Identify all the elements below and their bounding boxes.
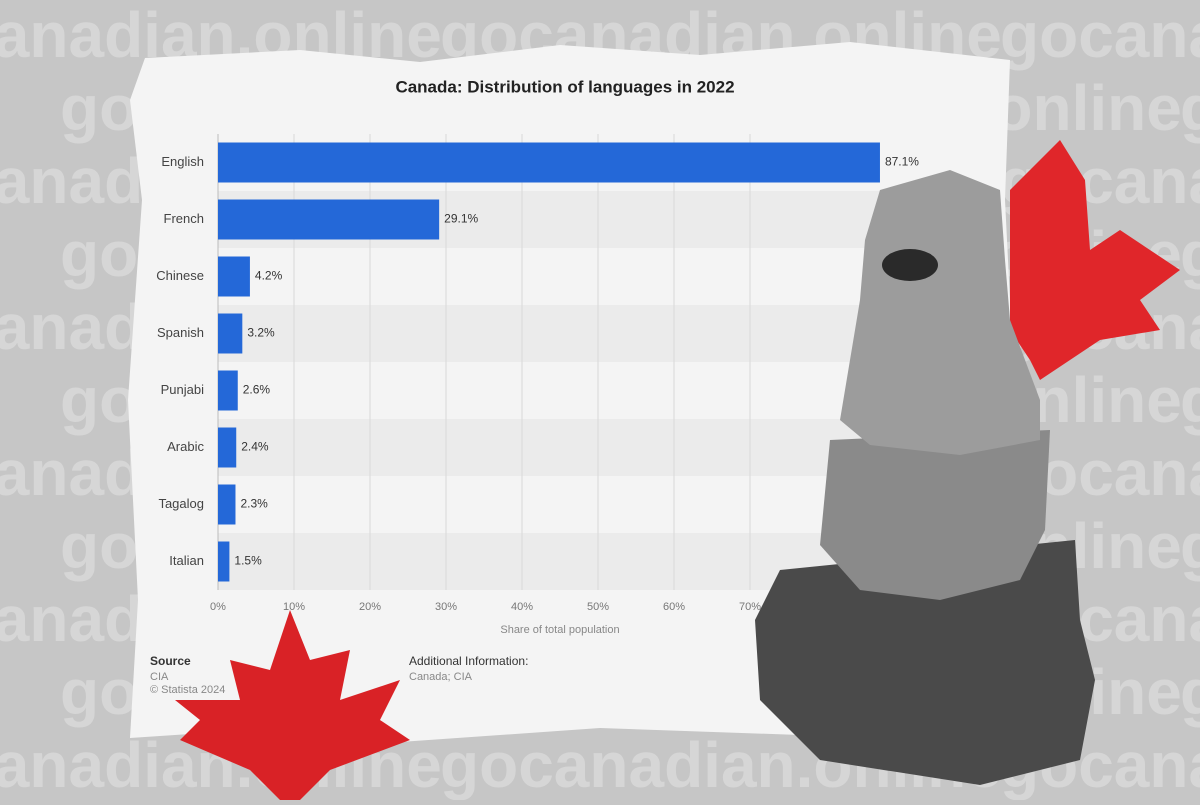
value-label: 4.2% bbox=[255, 269, 283, 283]
decoration bbox=[175, 140, 1180, 800]
maple-leaf bbox=[175, 610, 410, 800]
y-tick-label: Arabic bbox=[167, 439, 204, 454]
value-label: 2.3% bbox=[240, 497, 268, 511]
y-tick-label: Tagalog bbox=[158, 496, 204, 511]
bar bbox=[218, 427, 237, 468]
row-stripe bbox=[218, 305, 902, 362]
bar bbox=[218, 484, 236, 525]
chart: Canada: Distribution of languages in 202… bbox=[150, 77, 919, 695]
x-tick-label: 0% bbox=[210, 601, 226, 613]
bar bbox=[218, 142, 880, 183]
value-label: 1.5% bbox=[234, 554, 262, 568]
value-label: 2.4% bbox=[241, 440, 269, 454]
value-label: 29.1% bbox=[444, 212, 478, 226]
statue-lion bbox=[840, 170, 1040, 455]
statue-mouth bbox=[882, 249, 938, 281]
source-line: CIA bbox=[150, 671, 169, 683]
statue-base bbox=[755, 540, 1095, 785]
bar bbox=[218, 313, 243, 354]
watermark-text: gocanadian.online bbox=[1180, 364, 1200, 436]
bar bbox=[218, 256, 250, 297]
x-tick-label: 20% bbox=[359, 601, 381, 613]
x-tick-label: 70% bbox=[739, 601, 761, 613]
y-tick-label: English bbox=[161, 154, 204, 169]
bar bbox=[218, 541, 230, 582]
statue-pedestal bbox=[820, 430, 1050, 600]
row-stripe bbox=[218, 419, 902, 476]
source-heading: Source bbox=[150, 654, 191, 668]
x-tick-label: 40% bbox=[511, 601, 533, 613]
y-tick-label: French bbox=[164, 211, 204, 226]
value-label: 87.1% bbox=[885, 155, 919, 169]
source-line: © Statista 2024 bbox=[150, 684, 225, 696]
x-axis-title: Share of total population bbox=[500, 624, 619, 636]
x-tick-label: 10% bbox=[283, 601, 305, 613]
watermark-text: gocanadian.online bbox=[1180, 510, 1200, 582]
x-tick-label: 30% bbox=[435, 601, 457, 613]
y-tick-label: Spanish bbox=[157, 325, 204, 340]
y-tick-label: Chinese bbox=[156, 268, 204, 283]
watermark-text: gocanadian.online bbox=[1000, 0, 1200, 71]
y-tick-label: Punjabi bbox=[161, 382, 204, 397]
value-label: 3.2% bbox=[247, 326, 275, 340]
bar bbox=[218, 199, 440, 240]
x-tick-label: 60% bbox=[663, 601, 685, 613]
chart-title: Canada: Distribution of languages in 202… bbox=[395, 77, 734, 96]
x-tick-label: 50% bbox=[587, 601, 609, 613]
value-label: 2.6% bbox=[243, 383, 271, 397]
watermark-text: gocanadian.online bbox=[1180, 72, 1200, 144]
watermark-text: gocanadian.online bbox=[1180, 656, 1200, 728]
maple-leaf bbox=[1010, 140, 1180, 380]
y-tick-label: Italian bbox=[169, 553, 204, 568]
watermark-text: gocanadian.online bbox=[1180, 218, 1200, 290]
bar bbox=[218, 370, 238, 411]
additional-info-heading: Additional Information: bbox=[409, 654, 528, 668]
additional-info-text: Canada; CIA bbox=[409, 671, 473, 683]
